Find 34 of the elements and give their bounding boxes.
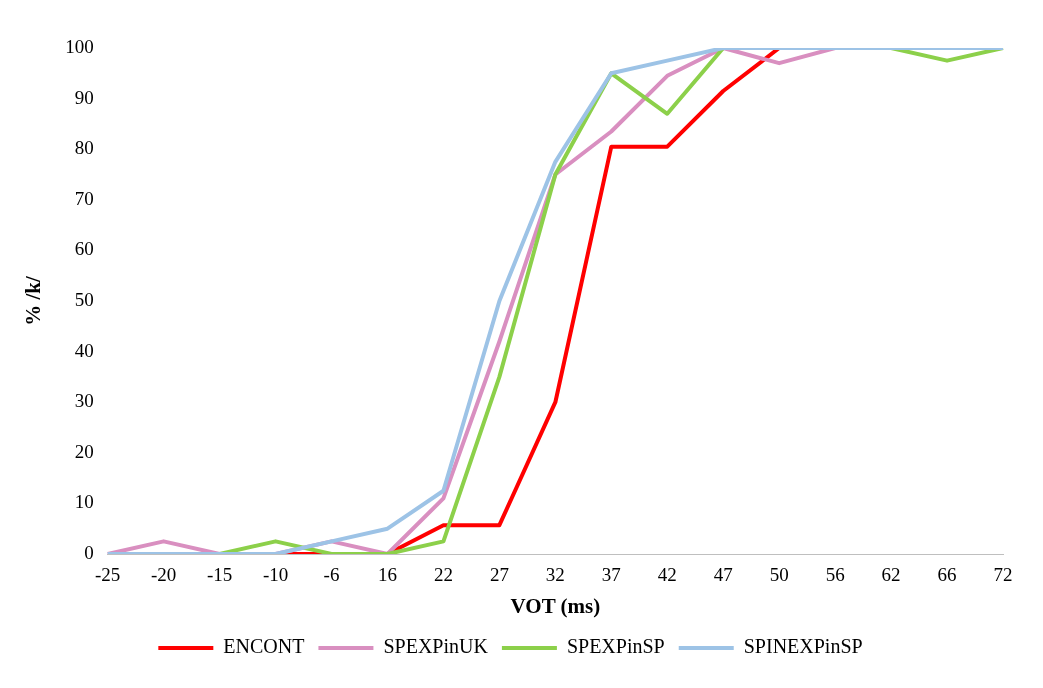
y-tick-label: 40 (74, 339, 94, 361)
x-tick-label: -6 (323, 564, 340, 586)
legend-label: SPEXPinUK (383, 635, 489, 658)
y-tick-label: 30 (74, 390, 94, 412)
y-axis-title: % /k/ (21, 275, 46, 326)
x-tick-label: 47 (713, 564, 733, 586)
y-tick-label: 100 (65, 35, 94, 57)
legend-label: SPEXPinSP (566, 635, 665, 658)
y-tick-label: 60 (74, 238, 94, 260)
x-tick-label: -15 (206, 564, 233, 586)
legend-label: SPINEXPinSP (743, 635, 863, 658)
legend-label: ENCONT (223, 635, 305, 658)
y-tick-label: 80 (74, 137, 94, 159)
y-tick-label: 20 (74, 440, 94, 462)
y-tick-label: 90 (74, 86, 94, 108)
x-tick-label: 56 (825, 564, 845, 586)
x-tick-label: 32 (545, 564, 565, 586)
x-tick-label: 72 (993, 564, 1013, 586)
x-tick-label: -25 (95, 564, 121, 586)
x-tick-label: 27 (489, 564, 509, 586)
x-axis-title: VOT (ms) (510, 593, 601, 618)
x-tick-label: 66 (937, 564, 957, 586)
y-tick-label: 10 (74, 491, 94, 513)
x-tick-label: -10 (262, 564, 289, 586)
x-tick-label: 22 (433, 564, 453, 586)
x-tick-label: 50 (769, 564, 789, 586)
x-tick-label: 16 (377, 564, 397, 586)
y-tick-label: 50 (74, 288, 94, 310)
x-tick-label: 42 (657, 564, 677, 586)
y-tick-label: 70 (74, 187, 94, 209)
y-tick-label: 0 (84, 541, 94, 563)
x-tick-label: 62 (881, 564, 901, 586)
x-tick-label: 37 (601, 564, 621, 586)
x-tick-label: -20 (150, 564, 177, 586)
